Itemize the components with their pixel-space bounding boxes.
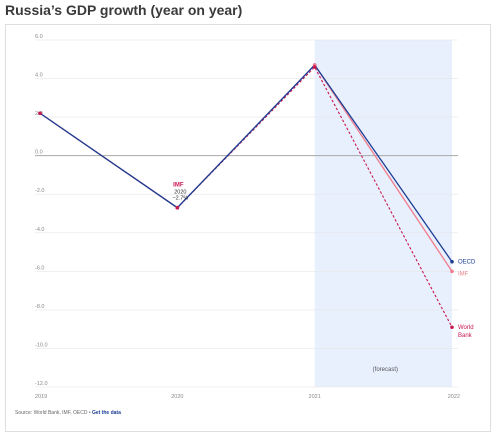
data-point-oecd (450, 259, 454, 264)
annotation-value: −2.7% (172, 196, 188, 202)
end-label-oecd: OECD (458, 260, 476, 266)
y-tick-label: -8.0 (35, 304, 44, 310)
get-the-data-link[interactable]: Get the data (91, 410, 121, 416)
chart-title: Russia’s GDP growth (year on year) (5, 2, 243, 18)
forecast-label: (forecast) (373, 367, 398, 373)
y-tick-label: -10.0 (35, 342, 48, 348)
y-tick-label: -4.0 (35, 227, 44, 233)
y-tick-label: -2.0 (35, 188, 44, 194)
source-text: Source: World Bank, IMF, OECD • (15, 410, 92, 416)
data-point-imf (450, 269, 454, 274)
y-tick-label: 4.0 (35, 73, 43, 79)
data-point-world-bank (38, 111, 42, 116)
data-point-world-bank (450, 325, 454, 330)
annotation-year: 2020 (174, 190, 186, 196)
x-tick-label: 2019 (35, 394, 47, 400)
end-label-world-bank: World (458, 325, 474, 331)
y-tick-label: -6.0 (35, 265, 44, 271)
x-tick-label: 2022 (448, 394, 460, 400)
y-tick-label: 6.0 (35, 34, 43, 40)
y-tick-label: -12.0 (35, 381, 48, 387)
data-point-world-bank (175, 205, 180, 210)
end-label-world-bank: Bank (458, 333, 473, 339)
series-line-oecd (39, 64, 453, 263)
end-label-imf: IMF (458, 271, 469, 277)
y-tick-label: 0.0 (35, 150, 43, 156)
annotation-title: IMF (173, 183, 184, 189)
x-tick-label: 2021 (309, 394, 321, 400)
source-note: Source: World Bank, IMF, OECD • Get the … (15, 410, 121, 416)
x-tick-label: 2020 (171, 394, 183, 400)
data-point-world-bank (312, 65, 317, 69)
forecast-band (314, 40, 452, 387)
